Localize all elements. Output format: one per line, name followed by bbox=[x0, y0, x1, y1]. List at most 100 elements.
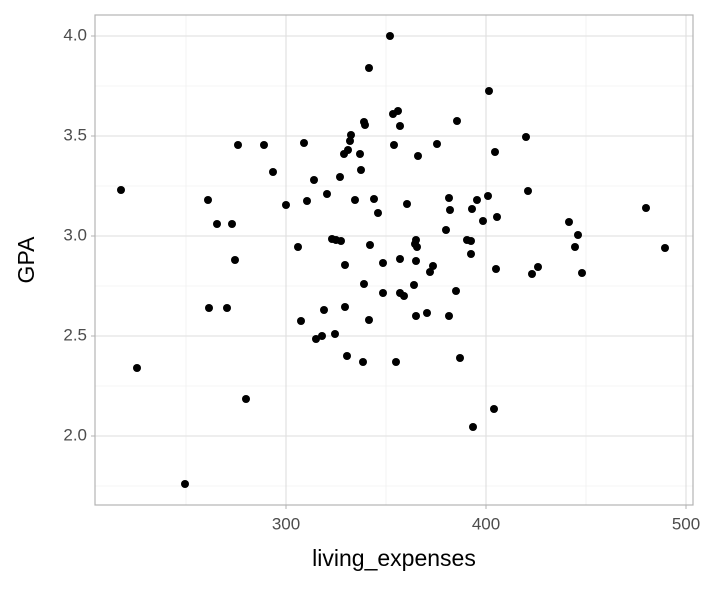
point bbox=[386, 32, 394, 40]
point bbox=[412, 236, 420, 244]
point bbox=[356, 150, 364, 158]
point bbox=[446, 206, 454, 214]
point bbox=[361, 121, 369, 129]
point bbox=[336, 173, 344, 181]
point bbox=[344, 146, 352, 154]
point bbox=[414, 152, 422, 160]
point bbox=[365, 64, 373, 72]
point bbox=[578, 269, 586, 277]
point bbox=[456, 354, 464, 362]
plot-border bbox=[94, 14, 694, 506]
point bbox=[642, 204, 650, 212]
x-tick-label: 400 bbox=[472, 514, 500, 533]
point bbox=[469, 423, 477, 431]
point bbox=[366, 241, 374, 249]
point bbox=[484, 192, 492, 200]
point bbox=[347, 131, 355, 139]
point bbox=[394, 107, 402, 115]
point bbox=[522, 133, 530, 141]
point bbox=[204, 196, 212, 204]
point bbox=[467, 237, 475, 245]
point bbox=[341, 303, 349, 311]
point bbox=[323, 190, 331, 198]
point bbox=[479, 217, 487, 225]
point bbox=[400, 292, 408, 300]
point bbox=[574, 231, 582, 239]
point bbox=[374, 209, 382, 217]
point bbox=[453, 117, 461, 125]
point bbox=[231, 256, 239, 264]
y-tick-label: 3.5 bbox=[63, 125, 87, 144]
point bbox=[357, 166, 365, 174]
point bbox=[351, 196, 359, 204]
point bbox=[320, 306, 328, 314]
point bbox=[223, 304, 231, 312]
point bbox=[396, 255, 404, 263]
point bbox=[359, 358, 367, 366]
y-tick-label: 3.0 bbox=[63, 225, 87, 244]
point bbox=[412, 257, 420, 265]
point bbox=[442, 226, 450, 234]
point bbox=[403, 200, 411, 208]
point bbox=[133, 364, 141, 372]
point bbox=[467, 250, 475, 258]
point bbox=[493, 213, 501, 221]
point bbox=[318, 332, 326, 340]
y-axis-title: GPA bbox=[13, 236, 39, 284]
point bbox=[426, 268, 434, 276]
point bbox=[571, 243, 579, 251]
point bbox=[410, 281, 418, 289]
point bbox=[260, 141, 268, 149]
point bbox=[412, 312, 420, 320]
point bbox=[423, 309, 431, 317]
point bbox=[213, 220, 221, 228]
point bbox=[433, 140, 441, 148]
point bbox=[297, 317, 305, 325]
point bbox=[492, 265, 500, 273]
point bbox=[379, 259, 387, 267]
point bbox=[181, 480, 189, 488]
point bbox=[528, 270, 536, 278]
point bbox=[429, 262, 437, 270]
x-axis-title: living_expenses bbox=[312, 545, 476, 571]
point bbox=[491, 148, 499, 156]
point bbox=[524, 187, 532, 195]
point bbox=[485, 87, 493, 95]
point bbox=[379, 289, 387, 297]
y-tick-label: 2.5 bbox=[63, 325, 87, 344]
point bbox=[117, 186, 125, 194]
point bbox=[310, 176, 318, 184]
point bbox=[234, 141, 242, 149]
point bbox=[452, 287, 460, 295]
point bbox=[392, 358, 400, 366]
point bbox=[473, 196, 481, 204]
point bbox=[468, 205, 476, 213]
point bbox=[294, 243, 302, 251]
point bbox=[413, 243, 421, 251]
y-tick-label: 4.0 bbox=[63, 25, 87, 44]
point bbox=[370, 195, 378, 203]
point bbox=[282, 201, 290, 209]
point bbox=[341, 261, 349, 269]
point bbox=[396, 122, 404, 130]
point bbox=[661, 244, 669, 252]
x-tick-label: 300 bbox=[272, 514, 300, 533]
point bbox=[303, 197, 311, 205]
y-tick-label: 2.0 bbox=[63, 425, 87, 444]
point bbox=[360, 280, 368, 288]
point bbox=[300, 139, 308, 147]
point bbox=[445, 194, 453, 202]
point bbox=[490, 405, 498, 413]
point bbox=[346, 137, 354, 145]
point bbox=[228, 220, 236, 228]
point bbox=[343, 352, 351, 360]
point bbox=[205, 304, 213, 312]
point bbox=[445, 312, 453, 320]
point bbox=[242, 395, 250, 403]
point bbox=[269, 168, 277, 176]
x-tick-label: 500 bbox=[672, 514, 700, 533]
point bbox=[312, 335, 320, 343]
point bbox=[534, 263, 542, 271]
